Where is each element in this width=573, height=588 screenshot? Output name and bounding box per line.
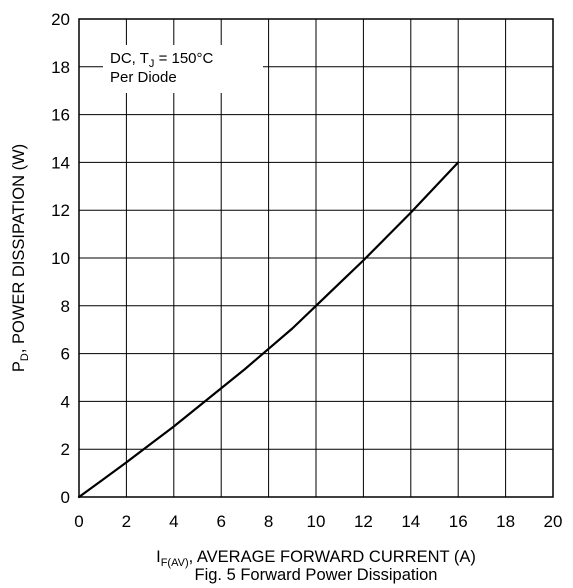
y-tick-label: 10: [51, 249, 70, 268]
y-tick-label: 14: [51, 153, 70, 172]
y-tick-label: 12: [51, 201, 70, 220]
x-tick-label: 6: [216, 512, 225, 531]
x-tick-label: 2: [122, 512, 131, 531]
series-line-power-dissipation: [77, 161, 460, 499]
x-tick-label: 16: [449, 512, 468, 531]
x-tick-label: 10: [307, 512, 326, 531]
x-tick-label: 4: [169, 512, 178, 531]
figure-caption: Fig. 5 Forward Power Dissipation: [194, 566, 437, 584]
tick-labels: 0 2 4 6 8 10 12 14 16 18 20 0 2 4 6 8 10 12 14 16 18 20: [51, 10, 562, 531]
y-tick-label: 2: [61, 440, 70, 459]
x-axis-label: IF(AV), AVERAGE FORWARD CURRENT (A): [156, 548, 476, 569]
annotation-line-2: Per Diode: [110, 69, 177, 86]
x-tick-label: 12: [354, 512, 373, 531]
y-tick-label: 8: [61, 297, 70, 316]
x-tick-label: 0: [74, 512, 83, 531]
y-tick-label: 16: [51, 106, 70, 125]
annotation-background: [103, 45, 263, 93]
annotation-line-1: DC, TJ = 150°C: [110, 50, 214, 70]
y-tick-label: 0: [61, 488, 70, 507]
x-tick-label: 18: [496, 512, 515, 531]
y-tick-label: 4: [61, 392, 70, 411]
x-tick-label: 8: [264, 512, 273, 531]
annotation-box: DC, TJ = 150°C Per Diode: [103, 45, 263, 93]
y-tick-label: 20: [51, 10, 70, 29]
plot-frame: [78, 18, 554, 498]
y-tick-label: 6: [61, 345, 70, 364]
x-tick-label: 20: [544, 512, 563, 531]
x-tick-label: 14: [401, 512, 420, 531]
y-tick-label: 18: [51, 58, 70, 77]
y-axis-label: PD, POWER DISSIPATION (W): [10, 144, 31, 372]
